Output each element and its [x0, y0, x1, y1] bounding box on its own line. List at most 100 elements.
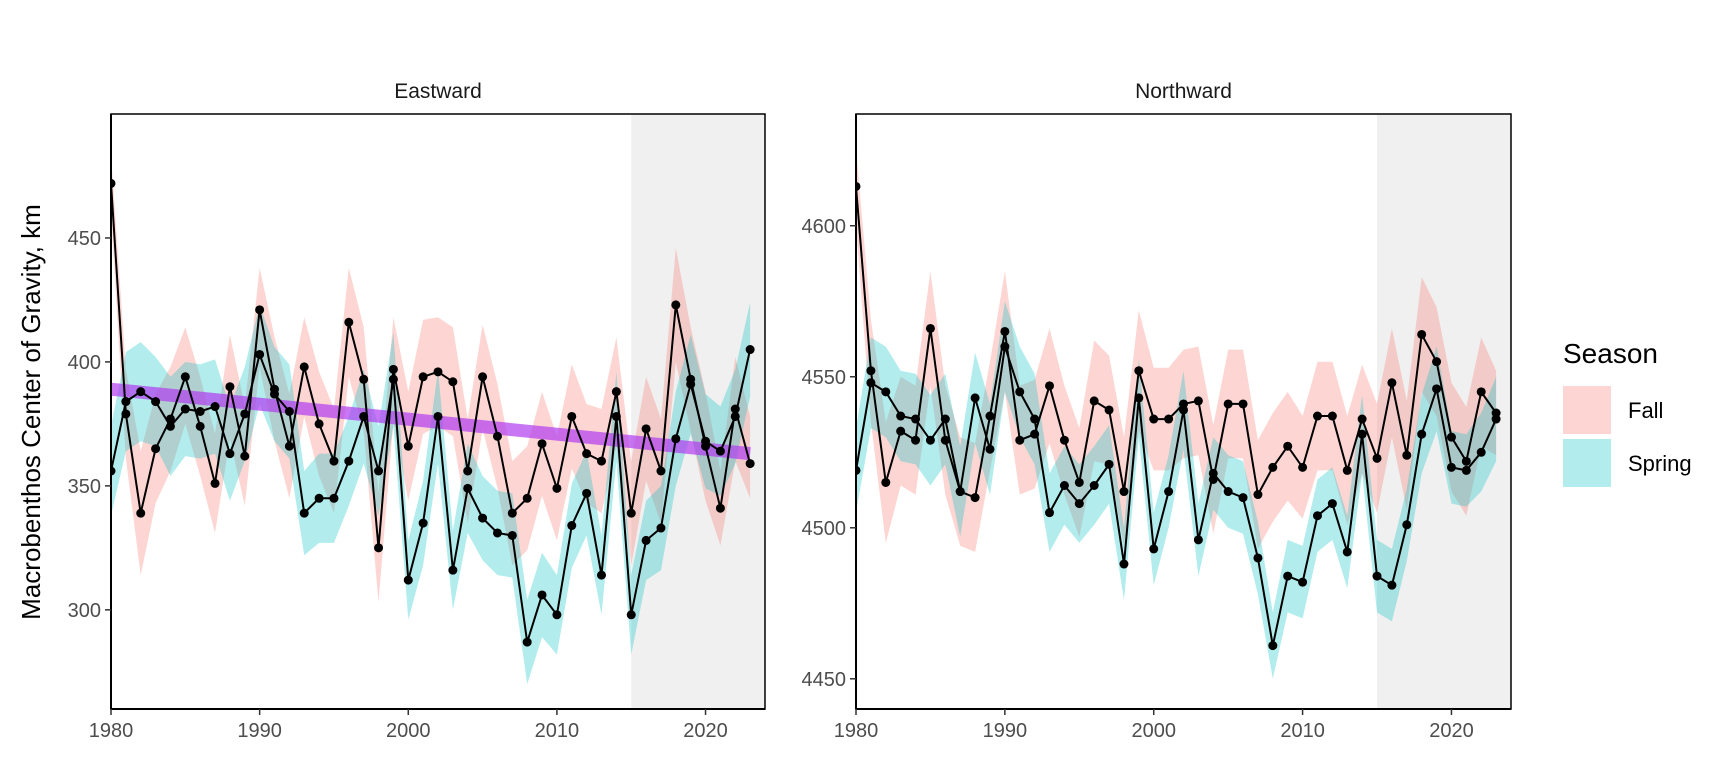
data-point-fall: [1059, 435, 1069, 445]
data-point-fall: [507, 508, 517, 518]
data-point-fall: [911, 435, 921, 445]
data-point-spring: [1372, 571, 1382, 581]
data-point-fall: [940, 435, 950, 445]
data-point-fall: [255, 305, 265, 315]
data-point-fall: [1402, 450, 1412, 460]
legend-key-spring: [1563, 439, 1611, 487]
legend-label-fall: Fall: [1628, 398, 1663, 423]
data-point-fall: [641, 424, 651, 434]
data-point-spring: [701, 436, 711, 446]
data-point-fall: [1015, 435, 1025, 445]
data-point-spring: [626, 610, 636, 620]
data-point-spring: [1402, 520, 1412, 530]
data-point-spring: [314, 493, 324, 503]
data-point-spring: [1059, 480, 1069, 490]
x-tick-label: 2020: [1429, 720, 1474, 742]
data-point-fall: [314, 419, 324, 429]
y-tick-label: 300: [68, 600, 101, 622]
data-point-fall: [567, 411, 577, 421]
data-point-spring: [1461, 465, 1471, 475]
data-point-fall: [866, 366, 876, 376]
data-point-spring: [1298, 577, 1308, 587]
data-point-spring: [507, 530, 517, 540]
data-point-spring: [656, 523, 666, 533]
data-point-fall: [671, 300, 681, 310]
data-point-spring: [925, 435, 935, 445]
ribbon-fall: [856, 147, 1497, 552]
data-point-spring: [121, 397, 131, 407]
data-point-spring: [195, 407, 205, 416]
data-point-spring: [284, 407, 294, 416]
panel-border: [855, 113, 1512, 710]
data-point-spring: [1342, 547, 1352, 557]
x-tick-label: 1980: [89, 720, 134, 742]
data-point-spring: [1179, 405, 1188, 415]
x-tick-label: 2010: [1280, 720, 1325, 742]
data-point-fall: [151, 444, 161, 454]
data-point-fall: [195, 421, 205, 431]
data-point-spring: [1476, 447, 1486, 457]
data-point-fall: [1223, 399, 1233, 409]
data-point-fall: [1342, 465, 1352, 475]
plot-area: [856, 147, 1501, 679]
data-point-fall: [1000, 326, 1010, 336]
panel-title: Eastward: [394, 80, 482, 103]
data-point-fall: [1193, 396, 1203, 406]
data-point-spring: [1119, 559, 1129, 569]
data-point-fall: [1164, 414, 1174, 424]
data-point-spring: [180, 404, 190, 414]
data-point-spring: [478, 513, 488, 523]
data-point-fall: [1357, 414, 1367, 424]
data-point-spring: [359, 411, 369, 421]
data-point-spring: [492, 528, 502, 538]
data-point-fall: [1298, 462, 1308, 472]
plot-area: [111, 153, 755, 685]
data-point-spring: [911, 414, 921, 424]
data-point-fall: [626, 508, 636, 518]
ribbon-fall: [111, 153, 751, 603]
data-point-fall: [1045, 381, 1055, 391]
data-point-spring: [641, 535, 651, 545]
data-point-spring: [597, 570, 606, 580]
data-point-spring: [240, 409, 250, 419]
x-tick-label: 2020: [683, 720, 728, 742]
data-point-fall: [611, 387, 621, 397]
panel-border: [110, 113, 766, 710]
data-point-fall: [582, 449, 592, 459]
data-point-fall: [1238, 399, 1248, 409]
panel-eastward: Eastward 300 350 400 450 1980 1990 2000 2010 2020: [68, 80, 766, 742]
data-point-fall: [433, 367, 443, 377]
series-line-fall: [111, 183, 752, 548]
data-point-spring: [1164, 487, 1174, 497]
data-point-spring: [1074, 499, 1084, 509]
data-point-fall: [463, 466, 473, 476]
data-point-spring: [374, 466, 384, 476]
data-point-fall: [1074, 477, 1084, 487]
data-point-spring: [210, 402, 220, 412]
data-point-spring: [270, 389, 279, 399]
data-point-fall: [136, 508, 146, 518]
shaded-period: [1377, 114, 1511, 709]
data-point-spring: [1312, 511, 1322, 521]
data-point-spring: [940, 414, 950, 424]
data-point-fall: [1119, 487, 1129, 497]
panels-layer: Eastward 300 350 400 450 1980 1990 2000 2010 2020…: [68, 80, 1512, 742]
y-tick-label: 4550: [802, 367, 847, 389]
data-point-spring: [1089, 480, 1099, 490]
data-point-fall: [1268, 462, 1278, 472]
y-tick-label: 350: [68, 476, 101, 498]
x-tick-label: 2000: [386, 720, 431, 742]
data-point-fall: [418, 372, 428, 382]
series-line-spring: [111, 349, 752, 643]
data-point-spring: [1104, 459, 1114, 469]
x-tick-label: 1980: [834, 720, 879, 742]
data-point-spring: [671, 434, 681, 444]
data-point-spring: [136, 387, 146, 397]
data-point-spring: [1491, 414, 1501, 424]
data-point-spring: [225, 449, 235, 459]
data-point-spring: [1193, 535, 1203, 545]
data-point-spring: [1208, 468, 1218, 478]
data-point-spring: [896, 411, 906, 421]
data-point-fall: [448, 377, 458, 387]
